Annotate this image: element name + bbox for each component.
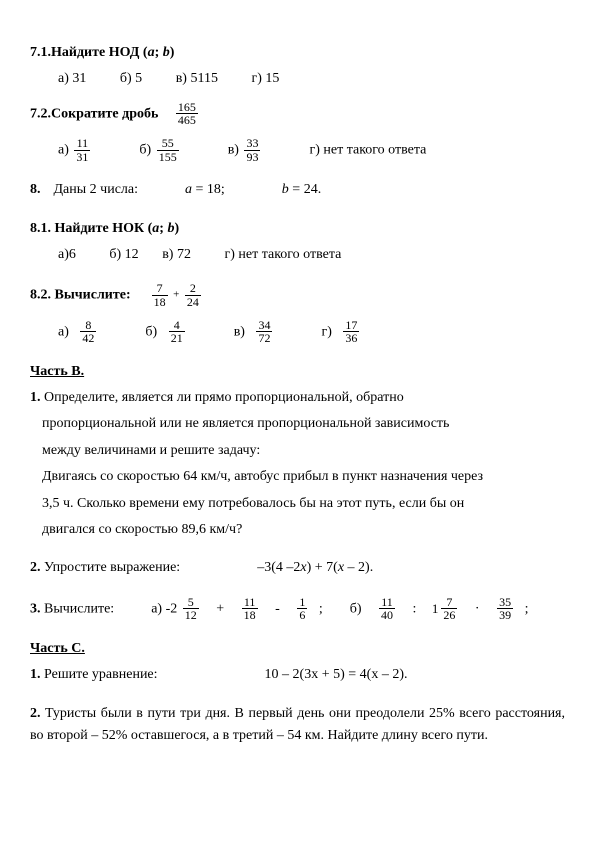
- q82-fa: 842: [80, 319, 96, 345]
- q71-options: а) 31 б) 5 в) 5115 г) 15: [30, 68, 565, 90]
- q81-opt-a: а)6: [58, 247, 76, 262]
- q8-a-eq: = 18;: [192, 182, 225, 197]
- q8-num: 8.: [30, 182, 41, 197]
- q82-v: в): [234, 324, 245, 339]
- q71-b: b: [163, 45, 170, 60]
- q8-b-eq: = 24.: [289, 182, 321, 197]
- q82-b: б): [145, 324, 157, 339]
- partB-p2: 2. Упростите выражение: –3(4 –2x) + 7(x …: [30, 557, 565, 579]
- partB-p3-f3: 16: [297, 596, 307, 622]
- q81: 8.1. Найдите НОК (a; b): [30, 218, 565, 240]
- q81-opt-v: в) 72: [162, 247, 191, 262]
- q82-plus: +: [173, 289, 179, 301]
- q72-a: а): [58, 142, 69, 157]
- q72-g: г) нет такого ответа: [309, 142, 426, 157]
- q81-opt-g: г) нет такого ответа: [224, 247, 341, 262]
- partC-p1: 1. Решите уравнение: 10 – 2(3x + 5) = 4(…: [30, 664, 565, 686]
- q82-fb: 421: [169, 319, 185, 345]
- q71-opt-b: б) 5: [120, 71, 142, 86]
- q71-opt-v: в) 5115: [176, 71, 218, 86]
- partB-p1-l5: 3,5 ч. Сколько времени ему потребовалось…: [30, 493, 565, 515]
- q82-options: а) 842 б) 421 в) 3472 г) 1736: [30, 319, 565, 345]
- q82-g: г): [321, 324, 331, 339]
- partB-p3: 3. Вычислите: а) -2 512 + 1118 - 16 ; б)…: [30, 596, 565, 622]
- partB-p3-mixed: 1726: [432, 596, 460, 622]
- q81-opt-b: б) 12: [109, 247, 138, 262]
- q72-b: б): [139, 142, 151, 157]
- partC-p2-num: 2.: [30, 706, 41, 721]
- q82-text: Вычислите:: [51, 288, 131, 303]
- q71-close: ): [170, 45, 175, 60]
- q81-text: Найдите НОК (: [51, 221, 152, 236]
- q82-fg: 1736: [343, 319, 359, 345]
- partB-p1-num: 1.: [30, 390, 41, 405]
- q71-sep: ;: [155, 45, 163, 60]
- q82-title: 8.2.: [30, 288, 51, 303]
- partB-p3-fa: 512: [183, 596, 199, 622]
- partB-p1-l2: пропорциональной или не является пропорц…: [30, 413, 565, 435]
- q82-f2: 224: [185, 282, 201, 308]
- partB-p1-l6: двигался со скоростью 89,6 км/ч?: [30, 519, 565, 541]
- q81-title: 8.1.: [30, 221, 51, 236]
- q72-fv: 3393: [244, 137, 260, 163]
- q71-opt-g: г) 15: [251, 71, 279, 86]
- partC-title: Часть С.: [30, 638, 565, 660]
- q72: 7.2.Сократите дробь 165465: [30, 101, 565, 127]
- q8: 8. Даны 2 числа: a = 18; b = 24.: [30, 179, 565, 201]
- q81-options: а)6 б) 12 в) 72 г) нет такого ответа: [30, 244, 565, 266]
- partB-p1-l3: между величинами и решите задачу:: [30, 440, 565, 462]
- partC-p1-num: 1.: [30, 667, 41, 682]
- q81-close: ): [174, 221, 179, 236]
- partC-p2: 2. Туристы были в пути три дня. В первый…: [30, 703, 565, 748]
- partB-p2-num: 2.: [30, 560, 41, 575]
- q71-title: 7.1.Найдите НОД (: [30, 45, 148, 60]
- partB-p1-l4: Двигаясь со скоростью 64 км/ч, автобус п…: [30, 466, 565, 488]
- q82-fv: 3472: [256, 319, 272, 345]
- q71-a: a: [148, 45, 155, 60]
- q8-text: Даны 2 числа:: [54, 182, 139, 197]
- q72-options: а) 1131 б) 55155 в) 3393 г) нет такого о…: [30, 137, 565, 163]
- partB-p1-l1: 1. Определите, является ли прямо пропорц…: [30, 387, 565, 409]
- q71-opt-a: а) 31: [58, 71, 86, 86]
- partB-p3-f6: 3539: [497, 596, 513, 622]
- partB-p3-num: 3.: [30, 601, 41, 616]
- q8-a-var: a: [185, 182, 192, 197]
- q72-fb: 55155: [157, 137, 179, 163]
- partB-p3-f2: 1118: [242, 596, 258, 622]
- partB-p3-f4: 1140: [379, 596, 395, 622]
- q72-main-frac: 165465: [176, 101, 198, 127]
- q72-fa: 1131: [74, 137, 90, 163]
- q72-v: в): [228, 142, 239, 157]
- q82-f1: 718: [152, 282, 168, 308]
- partB-title: Часть В.: [30, 361, 565, 383]
- q71: 7.1.Найдите НОД (a; b): [30, 42, 565, 64]
- q82: 8.2. Вычислите: 718 + 224: [30, 282, 565, 308]
- q82-a: а): [58, 324, 69, 339]
- q8-b-var: b: [282, 182, 289, 197]
- q72-title: 7.2.Сократите дробь: [30, 106, 158, 121]
